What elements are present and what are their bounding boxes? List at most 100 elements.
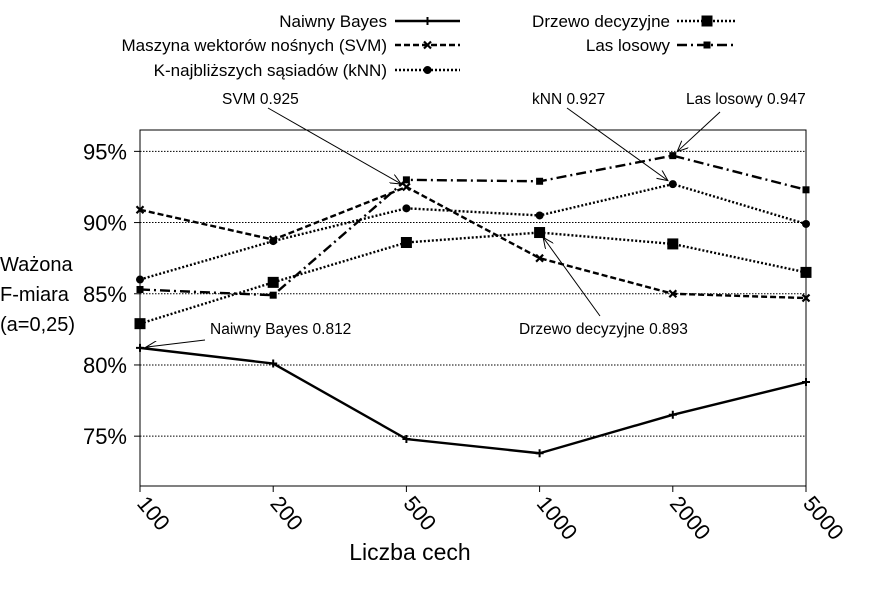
grid [139,129,807,487]
annotation-name: kNN [532,91,566,108]
legend-label: K-najbliższych sąsiadów (kNN) [154,61,387,80]
data-point [136,275,144,284]
data-point [402,182,411,192]
x-axis-ticks: 100 200 500 1000 2000 5000 [132,486,849,545]
legend-entry: Naiwny Bayes [279,12,460,31]
annotation: SVM 0.925 [222,91,401,184]
data-point [269,359,278,368]
data-point [535,211,544,220]
series-0 [136,343,810,458]
data-point [668,410,677,419]
data-point [269,291,277,299]
x-tick-label: 100 [132,491,175,535]
series-line [139,185,807,300]
annotation-label: Naiwny Bayes 0.812 [210,321,351,338]
y-tick-label: 75% [83,424,127,449]
annotation-label: kNN 0.927 [532,91,605,108]
y-axis-ticks: 75% 80% 85% 90% 95% [83,139,140,449]
legend-entry: K-najbliższych sąsiadów (kNN) [154,61,460,80]
y-axis-label-line: F-miara [0,284,69,306]
y-axis-label-line: (a=0,25) [0,314,76,336]
data-point [800,266,812,278]
annotation-label: Las losowy 0.947 [686,91,806,108]
legend-label: Naiwny Bayes [279,12,387,31]
y-tick-label: 80% [83,353,127,378]
series-2 [136,180,810,284]
annotation-arrow [677,111,721,152]
plot-frame [139,129,807,487]
annotation: Las losowy 0.947 [677,91,806,152]
legend-swatch-marker [701,15,713,27]
x-tick-label: 1000 [532,491,583,545]
data-point [135,205,145,215]
series-line [139,182,807,281]
legend-label: Maszyna wektorów nośnych (SVM) [122,36,387,55]
x-tick-label: 500 [399,491,442,535]
x-tick-label: 2000 [665,491,716,545]
annotation-value: 0.893 [649,321,688,338]
data-point [536,177,544,185]
data-point [802,219,810,228]
legend-label: Las losowy [586,36,671,55]
annotation: kNN 0.927 [532,91,668,181]
series-line [139,346,807,455]
series-line [139,231,807,325]
y-axis-label: Ważona F-miara (a=0,25) [0,250,75,340]
data-point [534,227,546,239]
series-1 [135,182,811,303]
data-point [667,238,679,250]
data-point [402,435,411,444]
annotation-arrow [566,107,668,181]
data-point [802,186,810,194]
data-point [136,343,144,352]
x-tick-label: 200 [265,491,308,535]
legend-entry: Maszyna wektorów nośnych (SVM) [122,36,460,55]
legend-entry: Drzewo decyzyjne [532,12,737,31]
legend-swatch-marker [423,40,432,50]
x-tick-label: 5000 [798,491,849,545]
series-4 [136,152,810,299]
legend-swatch-marker [423,17,432,25]
annotation-arrow [267,107,401,184]
series-layer [134,152,812,458]
data-point [267,276,279,288]
y-axis-label-line: Ważona [0,254,73,276]
y-tick-label: 95% [83,139,127,164]
data-point [801,293,811,303]
y-tick-label: 90% [83,211,127,236]
data-point [402,176,410,184]
annotation-value: 0.947 [767,91,806,108]
data-point [402,204,411,213]
annotation-value: 0.925 [260,91,299,108]
data-point [668,289,678,299]
data-point [269,237,278,246]
legend-swatch-marker [423,66,432,74]
series-3 [134,227,812,330]
data-point [535,449,544,458]
data-point [400,236,412,248]
series-line [139,154,807,297]
annotation-arrow [543,237,601,317]
annotations: SVM 0.925 kNN 0.927 Las losowy 0.947 Naiwny… [146,91,806,347]
legend-swatch-marker [703,41,711,49]
annotation-value: 0.927 [566,91,605,108]
data-point [669,152,677,160]
data-point [136,285,144,293]
data-point [134,318,146,330]
legend: Naiwny Bayes Maszyna wektorów nośnych (SV… [122,12,737,80]
data-point [668,180,677,189]
annotation-name: Las losowy [686,91,767,108]
annotation-label: SVM 0.925 [222,91,299,108]
annotation-name: SVM [222,91,260,108]
y-tick-label: 85% [83,282,127,307]
annotation-name: Drzewo decyzyjne [519,321,649,338]
data-point [535,253,544,263]
annotation: Drzewo decyzyjne 0.893 [519,237,688,338]
x-axis-label: Liczba cech [349,539,470,565]
legend-label: Drzewo decyzyjne [532,12,670,31]
legend-entry: Las losowy [586,36,737,55]
annotation-value: 0.812 [313,321,352,338]
annotation-name: Naiwny Bayes [210,321,313,338]
annotation-arrow [146,339,206,347]
